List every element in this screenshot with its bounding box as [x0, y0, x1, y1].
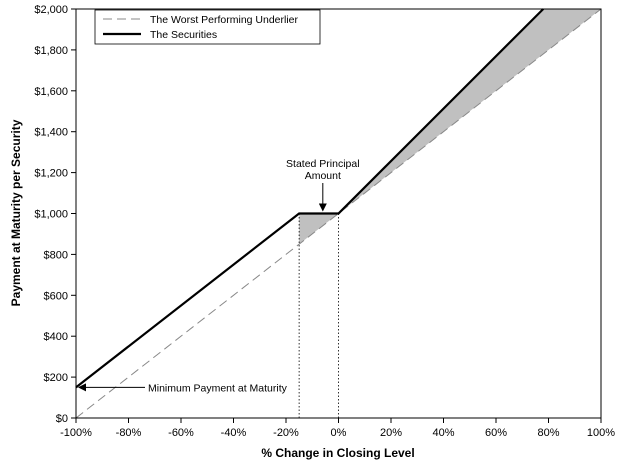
y-axis-title: Payment at Maturity per Security: [9, 119, 23, 306]
x-tick-label: -100%: [60, 427, 92, 439]
x-tick-label: 100%: [587, 427, 615, 439]
x-tick-label: 20%: [380, 427, 402, 439]
y-tick-label: $1,000: [34, 209, 68, 221]
x-tick-label: 60%: [485, 427, 507, 439]
y-tick-label: $1,600: [34, 86, 68, 98]
x-tick-label: -40%: [221, 427, 247, 439]
x-tick-label: 40%: [432, 427, 454, 439]
shaded-region-0: [299, 213, 339, 245]
legend-label-0: The Worst Performing Underlier: [150, 14, 299, 26]
x-tick-label: 0%: [331, 427, 347, 439]
legend-label-1: The Securities: [150, 29, 217, 41]
series-line-1: [75, 8, 545, 389]
y-tick-label: $1,200: [34, 168, 68, 180]
x-tick-label: -80%: [116, 427, 142, 439]
x-tick-label: 80%: [537, 427, 559, 439]
y-tick-label: $2,000: [34, 4, 68, 16]
legend: The Worst Performing Underlier The Securi…: [94, 9, 321, 45]
y-tick-label: $400: [44, 331, 68, 343]
annotation-stated-principal-line-1: Amount: [305, 170, 341, 182]
annotation-minimum-payment-label: Minimum Payment at Maturity: [148, 382, 288, 394]
y-tick-label: $1,800: [34, 45, 68, 57]
x-tick-label: -20%: [273, 427, 299, 439]
x-tick-label: -60%: [168, 427, 194, 439]
y-tick-label: $1,400: [34, 127, 68, 139]
y-tick-label: $0: [56, 413, 68, 425]
y-tick-label: $800: [44, 249, 68, 261]
legend-box: [94, 9, 321, 45]
y-tick-label: $600: [44, 290, 68, 302]
y-tick-label: $200: [44, 372, 68, 384]
x-axis-title: % Change in Closing Level: [261, 446, 414, 460]
annotation-stated-principal-line-0: Stated Principal: [286, 158, 360, 170]
series-line-0: [75, 8, 602, 419]
